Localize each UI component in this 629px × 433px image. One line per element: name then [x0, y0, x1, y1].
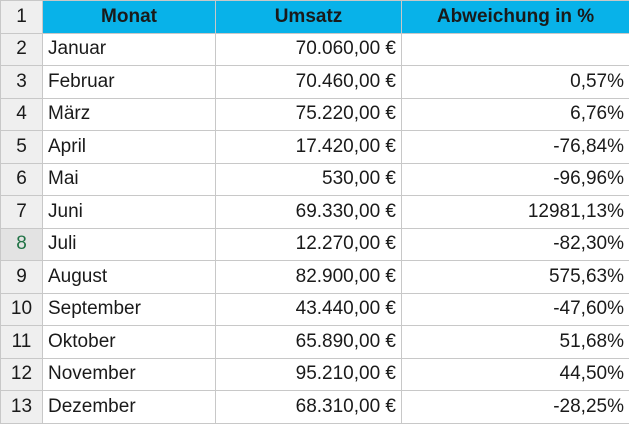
- cell-monat[interactable]: Mai: [42, 162, 216, 196]
- row-header[interactable]: 3: [0, 65, 43, 99]
- cell-monat[interactable]: Dezember: [42, 390, 216, 424]
- cell-monat[interactable]: Juni: [42, 195, 216, 229]
- cell-umsatz[interactable]: 17.420,00 €: [215, 130, 402, 164]
- table-row: 2 Januar 70.060,00 €: [0, 32, 629, 66]
- cell-umsatz[interactable]: 12.270,00 €: [215, 227, 402, 261]
- cell-monat[interactable]: September: [42, 292, 216, 326]
- cell-abweichung[interactable]: 575,63%: [401, 260, 629, 294]
- column-header-abweichung[interactable]: Abweichung in %: [401, 0, 629, 34]
- row-header[interactable]: 12: [0, 357, 43, 391]
- column-header-umsatz[interactable]: Umsatz: [215, 0, 402, 34]
- cell-abweichung[interactable]: -28,25%: [401, 390, 629, 424]
- cell-monat[interactable]: April: [42, 130, 216, 164]
- table-row: 8 Juli 12.270,00 € -82,30%: [0, 227, 629, 261]
- cell-umsatz[interactable]: 65.890,00 €: [215, 325, 402, 359]
- header-row: 1 Monat Umsatz Abweichung in %: [0, 0, 629, 34]
- cell-abweichung[interactable]: -76,84%: [401, 130, 629, 164]
- table-row: 4 März 75.220,00 €6,76%: [0, 97, 629, 131]
- cell-monat[interactable]: Februar: [42, 65, 216, 99]
- row-header[interactable]: 9: [0, 260, 43, 294]
- table-row: 9 August 82.900,00 €575,63%: [0, 260, 629, 294]
- cell-monat[interactable]: Juli: [42, 227, 216, 261]
- cell-abweichung[interactable]: -82,30%: [401, 227, 629, 261]
- row-header[interactable]: 7: [0, 195, 43, 229]
- cell-monat[interactable]: März: [42, 97, 216, 131]
- cell-umsatz[interactable]: 95.210,00 €: [215, 357, 402, 391]
- cell-umsatz[interactable]: 530,00 €: [215, 162, 402, 196]
- column-header-monat[interactable]: Monat: [42, 0, 216, 34]
- row-header[interactable]: 1: [0, 0, 43, 34]
- table-row: 6 Mai 530,00 € -96,96%: [0, 162, 629, 196]
- cell-abweichung[interactable]: 0,57%: [401, 65, 629, 99]
- row-header[interactable]: 2: [0, 32, 43, 66]
- cell-umsatz[interactable]: 68.310,00 €: [215, 390, 402, 424]
- table-row: 13 Dezember 68.310,00 € -28,25%: [0, 390, 629, 424]
- row-header[interactable]: 5: [0, 130, 43, 164]
- data-table: 1 Monat Umsatz Abweichung in % 2 Januar 70…: [0, 0, 629, 424]
- cell-monat[interactable]: Oktober: [42, 325, 216, 359]
- row-header[interactable]: 6: [0, 162, 43, 196]
- cell-umsatz[interactable]: 75.220,00 €: [215, 97, 402, 131]
- row-header[interactable]: 10: [0, 292, 43, 326]
- row-header[interactable]: 8: [0, 227, 43, 261]
- cell-abweichung[interactable]: 44,50%: [401, 357, 629, 391]
- cell-umsatz[interactable]: 70.060,00 €: [215, 32, 402, 66]
- table-row: 12 November 95.210,00 €44,50%: [0, 357, 629, 391]
- cell-abweichung[interactable]: -96,96%: [401, 162, 629, 196]
- cell-monat[interactable]: November: [42, 357, 216, 391]
- table-row: 5 April 17.420,00 € -76,84%: [0, 130, 629, 164]
- cell-umsatz[interactable]: 82.900,00 €: [215, 260, 402, 294]
- row-header[interactable]: 13: [0, 390, 43, 424]
- cell-monat[interactable]: Januar: [42, 32, 216, 66]
- table-row: 10 September 43.440,00 € -47,60%: [0, 292, 629, 326]
- row-header[interactable]: 11: [0, 325, 43, 359]
- cell-umsatz[interactable]: 69.330,00 €: [215, 195, 402, 229]
- table-row: 7 Juni 69.330,00 €12981,13%: [0, 195, 629, 229]
- row-header[interactable]: 4: [0, 97, 43, 131]
- cell-umsatz[interactable]: 43.440,00 €: [215, 292, 402, 326]
- cell-monat[interactable]: August: [42, 260, 216, 294]
- cell-abweichung[interactable]: 51,68%: [401, 325, 629, 359]
- cell-abweichung[interactable]: 6,76%: [401, 97, 629, 131]
- cell-abweichung[interactable]: [401, 32, 629, 66]
- table-row: 3 Februar 70.460,00 €0,57%: [0, 65, 629, 99]
- cell-abweichung[interactable]: -47,60%: [401, 292, 629, 326]
- table-row: 11 Oktober 65.890,00 €51,68%: [0, 325, 629, 359]
- cell-umsatz[interactable]: 70.460,00 €: [215, 65, 402, 99]
- cell-abweichung[interactable]: 12981,13%: [401, 195, 629, 229]
